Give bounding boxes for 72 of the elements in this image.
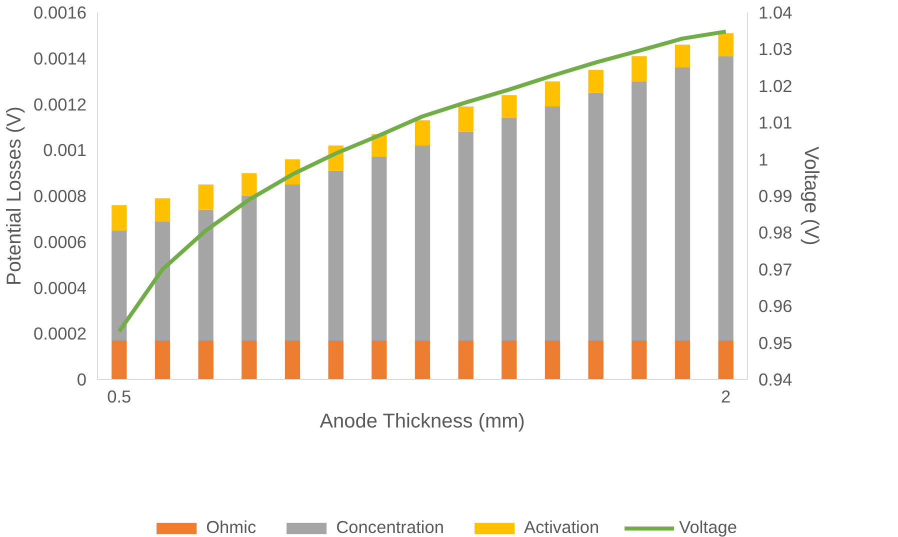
y2-tick-label: 1 bbox=[758, 149, 768, 170]
bar bbox=[242, 340, 257, 380]
y-tick-label: 0 bbox=[76, 370, 87, 390]
bar bbox=[632, 81, 647, 341]
y2-axis-title: Voltage (V) bbox=[800, 146, 822, 246]
x-tick-label: 2 bbox=[721, 386, 731, 406]
y2-tick-label: 0.96 bbox=[758, 296, 792, 316]
bar bbox=[674, 340, 690, 380]
y-tick-label: 0.001 bbox=[43, 140, 87, 160]
legend-label: Voltage bbox=[679, 517, 737, 537]
x-axis-title: Anode Thickness (mm) bbox=[320, 410, 525, 432]
bar bbox=[588, 92, 604, 341]
bar bbox=[632, 56, 647, 82]
bar bbox=[588, 70, 604, 93]
bar bbox=[242, 196, 257, 341]
bar bbox=[154, 221, 170, 341]
bar bbox=[414, 146, 430, 341]
bar bbox=[284, 340, 300, 380]
bar bbox=[414, 120, 430, 146]
y2-tick-label: 0.98 bbox=[758, 222, 792, 243]
bar bbox=[284, 184, 300, 341]
bar bbox=[458, 340, 474, 380]
bar bbox=[502, 95, 517, 118]
y-tick-label: 0.0016 bbox=[34, 2, 86, 22]
y2-tick-label: 0.97 bbox=[758, 259, 792, 280]
x-tick-label: 0.5 bbox=[107, 386, 132, 406]
bar bbox=[502, 340, 517, 380]
bar bbox=[544, 106, 560, 341]
bar bbox=[154, 198, 170, 222]
bar bbox=[458, 132, 474, 341]
y2-tick-label: 0.95 bbox=[758, 332, 792, 353]
bar bbox=[588, 340, 604, 380]
y-tick-label: 0.0002 bbox=[34, 324, 86, 344]
bar bbox=[198, 184, 214, 210]
bar bbox=[632, 340, 647, 380]
y-tick-label: 0.0008 bbox=[34, 186, 86, 206]
legend-label: Ohmic bbox=[206, 517, 256, 537]
bar bbox=[718, 33, 734, 56]
bar bbox=[328, 340, 344, 380]
bar bbox=[458, 106, 474, 132]
bar bbox=[674, 68, 690, 341]
bar bbox=[544, 81, 560, 107]
bar bbox=[198, 340, 214, 380]
bar bbox=[198, 210, 214, 341]
bar bbox=[372, 340, 387, 380]
bar bbox=[242, 173, 257, 196]
y-tick-label: 0.0006 bbox=[34, 232, 86, 252]
bar bbox=[112, 340, 127, 380]
y2-tick-label: 1.01 bbox=[758, 112, 792, 133]
y2-tick-label: 1.04 bbox=[758, 2, 793, 22]
line-series bbox=[117, 30, 728, 334]
bar bbox=[502, 118, 517, 341]
y-axis-title: Potential Losses (V) bbox=[4, 106, 26, 286]
y-tick-label: 0.0014 bbox=[34, 48, 87, 68]
bar bbox=[372, 157, 387, 341]
y2-tick-label: 1.02 bbox=[758, 76, 792, 96]
bar bbox=[154, 340, 170, 380]
legend-label: Concentration bbox=[336, 517, 444, 537]
y2-tick-label: 1.03 bbox=[758, 39, 792, 60]
legend-label: Activation bbox=[524, 517, 600, 537]
y2-tick-label: 0.99 bbox=[758, 186, 792, 206]
bar bbox=[112, 205, 127, 230]
y2-tick-label: 0.94 bbox=[758, 370, 793, 390]
bar bbox=[718, 340, 734, 380]
bar bbox=[674, 44, 690, 68]
bar bbox=[718, 56, 734, 341]
y-tick-label: 0.0004 bbox=[34, 278, 87, 298]
bar bbox=[328, 170, 344, 341]
y-tick-label: 0.0012 bbox=[34, 94, 86, 114]
bar bbox=[544, 340, 560, 380]
bar bbox=[112, 230, 127, 341]
bar bbox=[414, 340, 430, 380]
